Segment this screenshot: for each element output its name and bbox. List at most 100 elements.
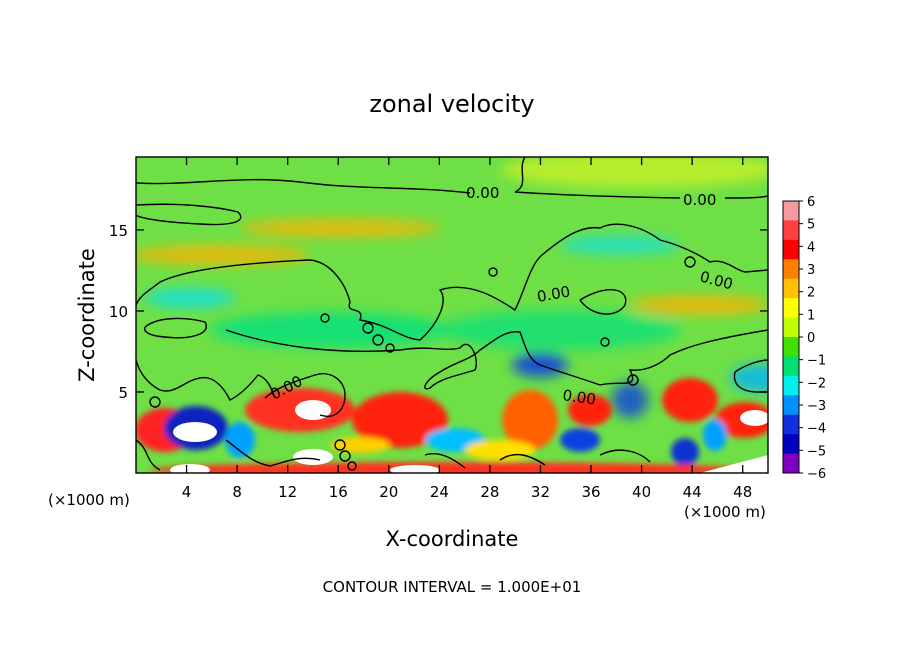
contour-blob	[362, 322, 374, 334]
y-tick-label: 15	[109, 222, 128, 240]
colorbar-tick-label: 1	[807, 308, 815, 323]
cyan-patch-2	[560, 235, 680, 255]
saturated-max-7	[700, 455, 768, 473]
colorbar-tick-label: −5	[807, 444, 826, 459]
blue-cell-2	[225, 422, 255, 458]
contour-interval-footer: CONTOUR INTERVAL = 1.000E+01	[323, 578, 582, 596]
x-tick-label: 12	[278, 483, 297, 501]
saturated-max-3	[293, 449, 333, 465]
colorbar-swatch	[783, 375, 799, 396]
colorbar-tick-label: 5	[807, 218, 815, 233]
colorbar-swatch	[783, 298, 799, 319]
saturated-max-6	[740, 410, 768, 426]
contour-blob	[600, 337, 610, 347]
yellow-cell-2	[465, 440, 535, 460]
red-cell-5	[568, 394, 612, 426]
colorbar-tick-label: −1	[807, 354, 826, 369]
x-tick-label: 36	[581, 483, 600, 501]
heatmap-field	[136, 157, 768, 473]
contour-blob	[372, 334, 384, 346]
y-tick-label: 5	[118, 384, 128, 402]
x-axis-unit-left: (×1000 m)	[48, 491, 130, 509]
colorbar-tick-label: −2	[807, 376, 826, 391]
x-tick-label: 28	[480, 483, 499, 501]
contour-blob	[385, 343, 395, 353]
blue-cell-4	[560, 428, 600, 452]
contour-line	[136, 223, 768, 341]
contour-line	[136, 157, 768, 199]
red-strip-bottom	[150, 462, 750, 473]
colorbar-tick-label: 0	[807, 331, 815, 346]
colorbar: 6 5 4 3 2 1 0 −1 −2 −3 −4 −5 −6	[782, 195, 826, 482]
contour-label: 0.00	[536, 282, 572, 306]
plot-frame	[135, 156, 769, 474]
contour-blob	[334, 439, 346, 451]
contour-label: 0.00	[466, 184, 499, 202]
saturated-max-1	[173, 422, 217, 442]
red-cell-6	[662, 378, 718, 422]
x-tick-label: 44	[683, 483, 702, 501]
contour-line	[143, 317, 207, 339]
y-axis-ticks: 5 10 15	[109, 222, 768, 402]
blue-cell-6	[703, 419, 727, 451]
warm-band-top	[500, 157, 768, 188]
contour-blob	[488, 267, 498, 277]
colorbar-tick-label: 2	[807, 286, 815, 301]
colorbar-swatch	[783, 239, 799, 260]
colorbar-swatch	[783, 337, 799, 357]
x-tick-label: 4	[182, 483, 192, 501]
x-tick-label: 24	[430, 483, 449, 501]
contour-line	[579, 289, 627, 315]
x-tick-label: 40	[632, 483, 651, 501]
contour-blob	[627, 374, 639, 386]
colorbar-swatch	[783, 259, 799, 280]
colorbar-swatch	[783, 201, 799, 221]
cool-band-2	[440, 310, 680, 350]
chart-title: zonal velocity	[369, 90, 534, 118]
contour-line	[225, 329, 768, 390]
y-axis-label: Z-coordinate	[75, 248, 99, 382]
colorbar-tick-label: −3	[807, 399, 826, 414]
colorbar-tick-label: 6	[807, 195, 815, 210]
colorbar-tick-label: −6	[807, 467, 826, 482]
x-axis-label: X-coordinate	[386, 527, 519, 551]
x-tick-label: 20	[379, 483, 398, 501]
colorbar-swatch	[783, 317, 799, 338]
field-background	[136, 157, 768, 473]
saturated-max-5	[390, 465, 440, 473]
contour-blob	[320, 313, 330, 323]
yellow-cell-1	[330, 437, 390, 453]
cyan-patch-3	[730, 364, 768, 392]
contour-line	[264, 373, 346, 417]
red-cell-4	[502, 390, 558, 450]
colorbar-tick-label: 4	[807, 240, 815, 255]
contour-label: 0.00	[683, 191, 716, 209]
contour-label: 0.00	[561, 386, 597, 408]
contour-lines	[136, 157, 768, 471]
colorbar-swatch	[783, 434, 799, 455]
x-tick-label: 48	[733, 483, 752, 501]
contour-line	[136, 203, 242, 226]
x-axis-unit-right: (×1000 m)	[684, 503, 766, 521]
warm-band-mid	[240, 219, 440, 237]
red-cell-3	[352, 392, 448, 448]
x-tick-label: 8	[232, 483, 242, 501]
x-tick-label: 16	[329, 483, 348, 501]
warm-band-left	[136, 245, 310, 265]
colorbar-swatch	[783, 356, 799, 377]
contour-line	[424, 449, 651, 469]
y-tick-label: 10	[109, 303, 128, 321]
contour-line	[136, 439, 321, 471]
colorbar-swatch	[783, 395, 799, 416]
colorbar-tick-label: 3	[807, 263, 815, 278]
contour-blob	[149, 396, 161, 408]
colorbar-swatch	[783, 453, 799, 474]
contour-blob	[684, 256, 696, 268]
cyan-patch-1	[145, 288, 235, 308]
contour-line	[733, 359, 768, 393]
contour-blob	[339, 450, 351, 462]
blue-patch-2	[612, 382, 648, 418]
colorbar-swatch	[783, 220, 799, 241]
contour-blob	[347, 461, 357, 471]
